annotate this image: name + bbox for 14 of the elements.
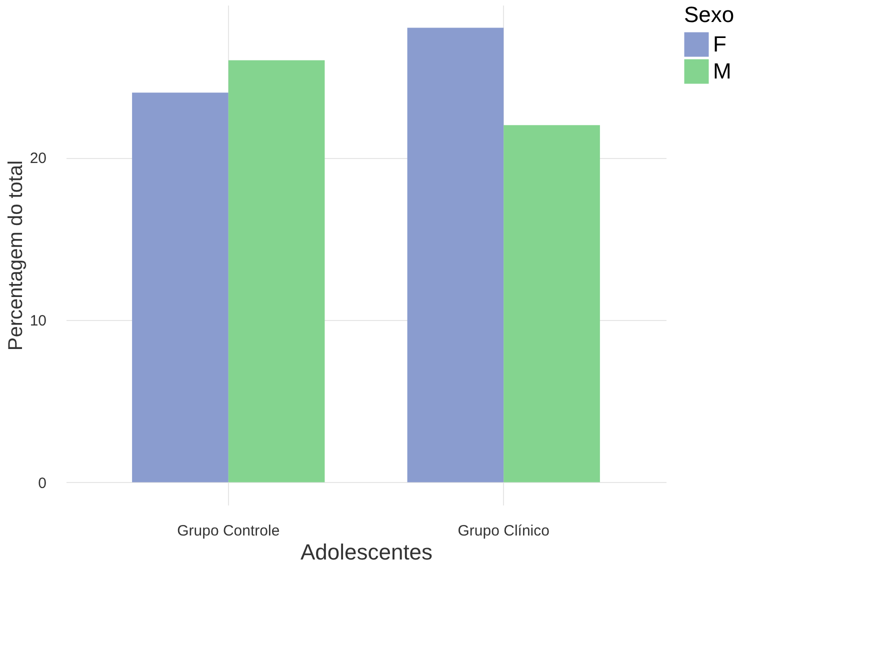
- legend-label: M: [713, 58, 732, 84]
- x-tick-label: Grupo Controle: [177, 522, 280, 540]
- x-axis-title: Adolescentes: [300, 540, 433, 564]
- y-axis-title: Percentagem do total: [4, 160, 27, 351]
- bar: [504, 125, 600, 482]
- legend-label: F: [713, 32, 726, 56]
- bar: [407, 28, 504, 482]
- bar: [228, 60, 325, 482]
- legend-title: Sexo: [684, 2, 734, 27]
- x-tick-label: Grupo Clínico: [458, 522, 550, 540]
- y-tick-label: 10: [30, 312, 46, 330]
- bar: [132, 92, 228, 482]
- y-tick-label: 0: [38, 474, 46, 492]
- y-tick-label: 20: [30, 150, 46, 168]
